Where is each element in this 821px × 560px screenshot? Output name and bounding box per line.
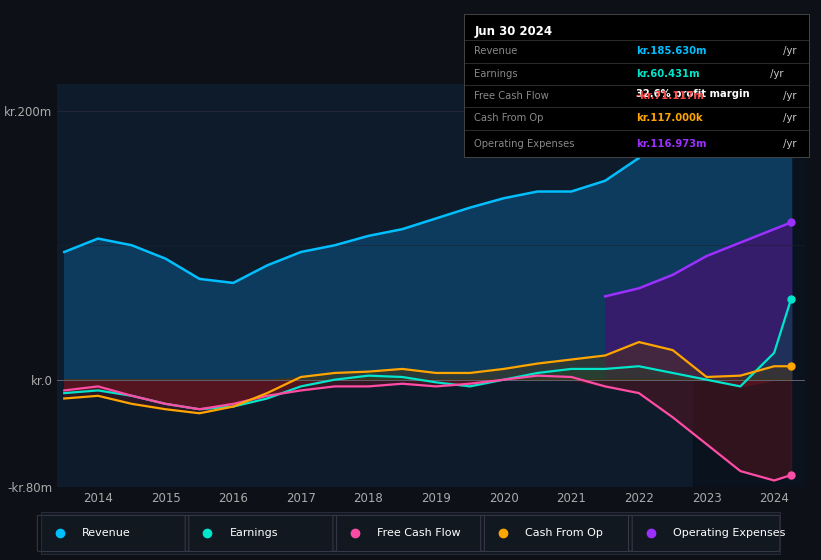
Text: /yr: /yr bbox=[781, 139, 797, 149]
Text: Free Cash Flow: Free Cash Flow bbox=[475, 91, 549, 101]
Text: /yr: /yr bbox=[781, 91, 797, 101]
Bar bbox=[693, 84, 808, 487]
Text: Revenue: Revenue bbox=[475, 46, 517, 56]
Text: Revenue: Revenue bbox=[82, 529, 131, 538]
Text: kr.60.431m: kr.60.431m bbox=[636, 69, 699, 79]
Text: Earnings: Earnings bbox=[475, 69, 518, 79]
Text: Free Cash Flow: Free Cash Flow bbox=[378, 529, 461, 538]
Text: 32.6% profit margin: 32.6% profit margin bbox=[636, 89, 750, 99]
Text: Cash From Op: Cash From Op bbox=[525, 529, 603, 538]
Text: kr.117.000k: kr.117.000k bbox=[636, 113, 703, 123]
Text: Earnings: Earnings bbox=[230, 529, 278, 538]
Text: kr.185.630m: kr.185.630m bbox=[636, 46, 707, 56]
Text: /yr: /yr bbox=[768, 69, 784, 79]
Text: kr.116.973m: kr.116.973m bbox=[636, 139, 707, 149]
Text: Operating Expenses: Operating Expenses bbox=[475, 139, 575, 149]
Text: Operating Expenses: Operating Expenses bbox=[673, 529, 785, 538]
Text: Cash From Op: Cash From Op bbox=[475, 113, 544, 123]
Text: /yr: /yr bbox=[781, 113, 797, 123]
Text: Jun 30 2024: Jun 30 2024 bbox=[475, 25, 553, 39]
Text: -kr.71.117m: -kr.71.117m bbox=[636, 91, 704, 101]
Text: /yr: /yr bbox=[781, 46, 797, 56]
